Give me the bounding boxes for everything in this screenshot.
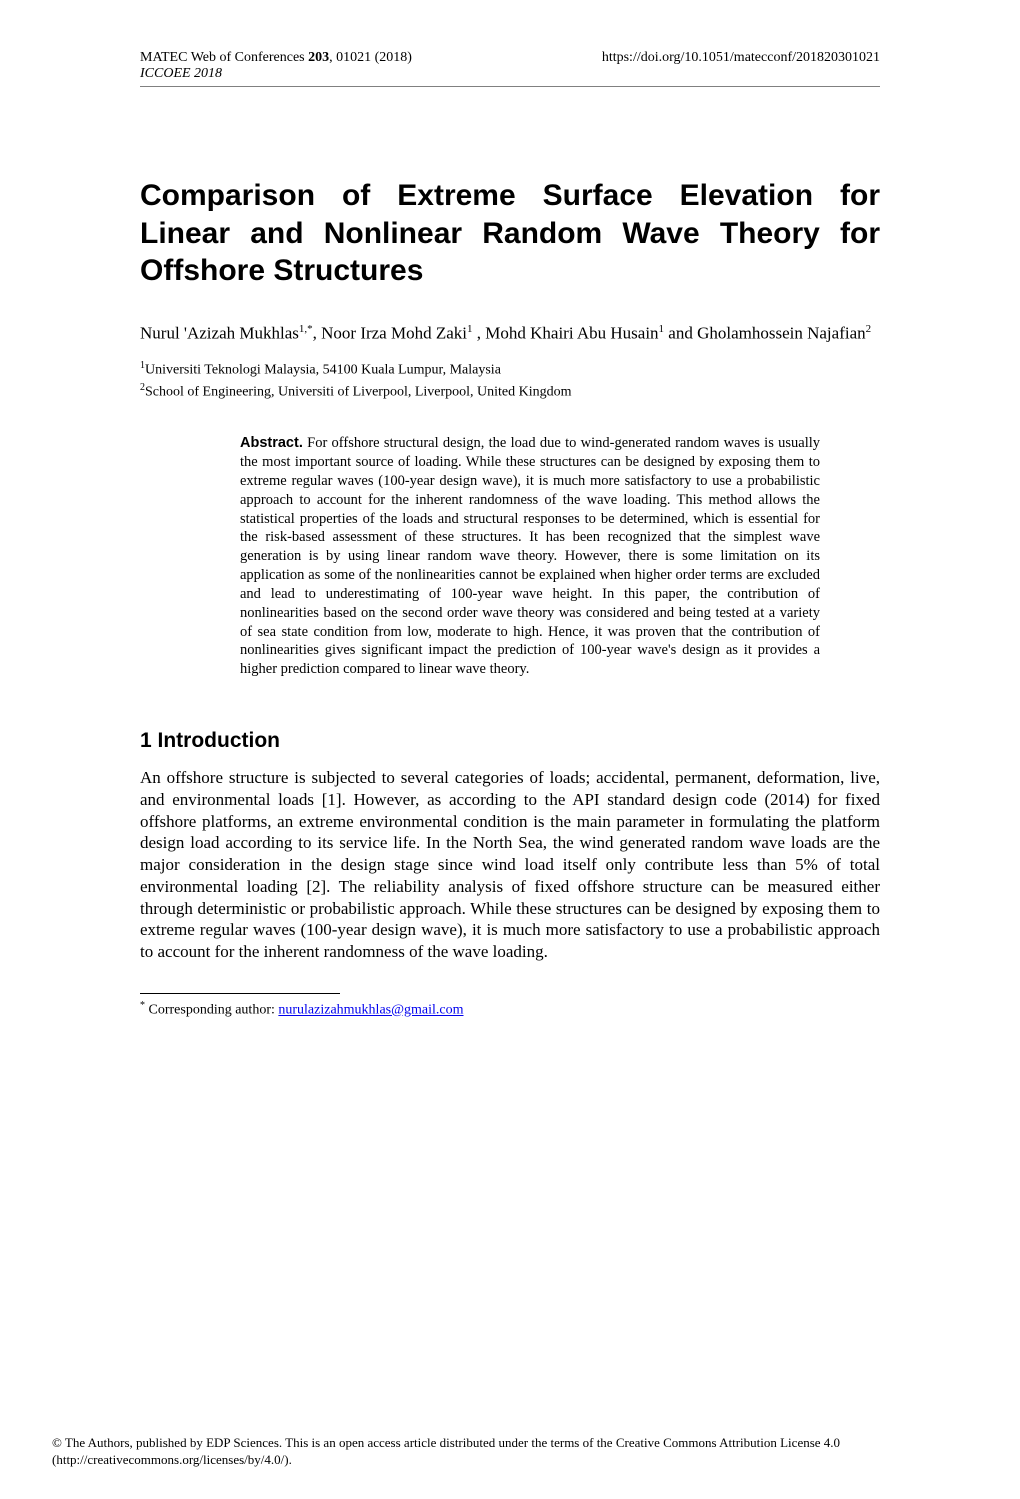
journal-name: MATEC Web of Conferences: [140, 50, 308, 65]
volume: 203: [308, 50, 329, 65]
abstract-label: Abstract.: [240, 435, 303, 451]
author-line: Nurul 'Azizah Mukhlas1,*, Noor Irza Mohd…: [140, 322, 880, 346]
author-2-affil: 1: [467, 323, 473, 335]
issue-pages: , 01021 (2018): [329, 50, 412, 65]
paper-title: Comparison of Extreme Surface Elevation …: [140, 177, 880, 290]
affil-2-text: School of Engineering, Universiti of Liv…: [145, 384, 572, 399]
license-text: © The Authors, published by EDP Sciences…: [52, 1435, 968, 1469]
author-1-affil: 1,*: [299, 323, 313, 335]
author-4-affil: 2: [866, 323, 872, 335]
section-1-paragraph: An offshore structure is subjected to se…: [140, 767, 880, 963]
conference-name: ICCOEE 2018: [140, 66, 222, 81]
footnote-divider: [140, 993, 340, 994]
abstract: Abstract. For offshore structural design…: [240, 434, 820, 679]
header-divider: [140, 86, 880, 87]
abstract-text: For offshore structural design, the load…: [240, 435, 820, 677]
corresponding-author-footnote: * Corresponding author: nurulazizahmukhl…: [140, 1000, 880, 1019]
affil-1-text: Universiti Teknologi Malaysia, 54100 Kua…: [145, 363, 501, 378]
doi-url: https://doi.org/10.1051/matecconf/201820…: [602, 50, 880, 82]
affiliations: 1Universiti Teknologi Malaysia, 54100 Ku…: [140, 359, 880, 402]
author-4: Gholamhossein Najafian: [697, 323, 866, 342]
section-1-heading: 1 Introduction: [140, 729, 880, 753]
author-2: Noor Irza Mohd Zaki: [321, 323, 467, 342]
page-header: MATEC Web of Conferences 203, 01021 (201…: [140, 50, 880, 82]
author-3: Mohd Khairi Abu Husain: [485, 323, 658, 342]
footnote-label: Corresponding author:: [145, 1003, 278, 1018]
author-3-affil: 1: [659, 323, 665, 335]
header-left: MATEC Web of Conferences 203, 01021 (201…: [140, 50, 412, 82]
corresponding-email-link[interactable]: nurulazizahmukhlas@gmail.com: [278, 1003, 463, 1018]
author-1: Nurul 'Azizah Mukhlas: [140, 323, 299, 342]
